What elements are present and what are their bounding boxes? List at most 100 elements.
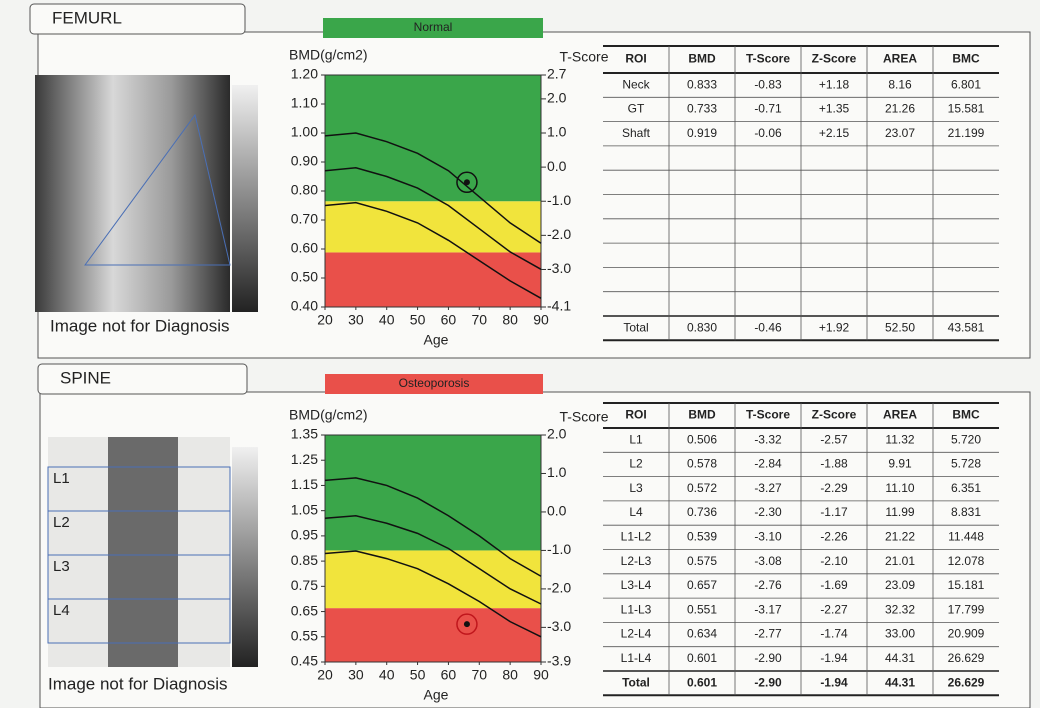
table-cell: L1	[629, 432, 643, 446]
y-tick-label: 0.60	[291, 240, 318, 256]
table-cell: -1.74	[820, 627, 848, 641]
table-cell: -0.06	[754, 126, 782, 140]
x-axis-label: Age	[424, 332, 449, 348]
y-tick-label: 1.25	[291, 451, 318, 467]
table-header: BMD	[688, 52, 716, 66]
table-header: AREA	[883, 408, 917, 422]
band	[325, 201, 541, 253]
patient-circle	[456, 613, 478, 635]
y2-tick-label: 1.0	[547, 464, 567, 480]
reference-curve	[324, 477, 542, 577]
table-cell: 32.32	[885, 602, 915, 616]
table-total-cell: 0.601	[687, 675, 717, 689]
band	[325, 550, 541, 609]
x-tick-label: 30	[348, 667, 364, 683]
table-cell: L1-L3	[621, 602, 652, 616]
patient-circle	[456, 171, 478, 194]
table-cell: 6.351	[951, 481, 981, 495]
table-cell: 33.00	[885, 627, 915, 641]
patient-point	[463, 621, 470, 628]
y2-tick-label: 2.7	[547, 66, 567, 82]
table-cell: 6.801	[951, 77, 981, 91]
y2-tick-label: 2.0	[547, 426, 567, 442]
table-cell: 21.22	[885, 530, 915, 544]
reference-curve	[324, 550, 542, 638]
table-cell: -2.26	[820, 530, 848, 544]
table-cell: 23.09	[885, 578, 915, 592]
table-cell: -3.17	[754, 602, 782, 616]
x-tick-label: 70	[471, 667, 487, 683]
table-cell: -1.17	[820, 505, 848, 519]
x-tick-label: 60	[441, 667, 457, 683]
vertebra-label: L4	[53, 602, 70, 619]
table-cell: L2-L3	[621, 554, 652, 568]
table-cell: -2.77	[754, 627, 782, 641]
y-tick-label: 0.50	[291, 269, 318, 285]
y-tick-label: 1.20	[291, 66, 318, 82]
table-header: BMD	[688, 408, 716, 422]
y2-tick-label: 2.0	[547, 90, 567, 106]
table-cell: 21.26	[885, 102, 915, 116]
table-cell: 0.733	[687, 102, 717, 116]
table-cell: -1.88	[820, 457, 848, 471]
reference-curve	[324, 167, 542, 270]
table-header: T-Score	[746, 52, 790, 66]
table-cell: 0.601	[687, 651, 717, 665]
table-cell: -2.90	[754, 651, 782, 665]
y-tick-label: 1.10	[291, 95, 318, 111]
table-cell: -3.32	[754, 432, 782, 446]
table-cell: +2.15	[819, 126, 850, 140]
vertebra-label: L2	[53, 514, 70, 531]
y-tick-label: 0.85	[291, 552, 318, 568]
table-cell: -3.10	[754, 530, 782, 544]
x-tick-label: 40	[379, 312, 395, 328]
table-cell: -1.94	[820, 651, 848, 665]
table-cell: L4	[629, 505, 643, 519]
status-label: Osteoporosis	[399, 376, 470, 390]
table-cell: +1.18	[819, 77, 850, 91]
table-cell: 0.736	[687, 505, 717, 519]
table-cell: Shaft	[622, 126, 651, 140]
x-tick-label: 90	[533, 667, 549, 683]
y2-tick-label: -2.0	[547, 226, 571, 242]
vertebra-label: L1	[53, 470, 70, 487]
table-cell: 11.448	[948, 530, 984, 544]
table-cell: 8.16	[888, 77, 912, 91]
y2-tick-label: -3.9	[547, 653, 571, 669]
table-cell: L3-L4	[621, 578, 652, 592]
plot-frame	[324, 434, 542, 663]
table-cell: 0.657	[687, 578, 717, 592]
table-total-cell: 26.629	[948, 675, 985, 689]
x-tick-label: 70	[471, 312, 487, 328]
y2-tick-label: -1.0	[547, 541, 571, 557]
table-header: AREA	[883, 52, 917, 66]
x-tick-label: 20	[317, 667, 333, 683]
table-cell: -2.84	[754, 457, 782, 471]
y2-tick-label: 0.0	[547, 503, 567, 519]
table-total-cell: -0.46	[754, 320, 782, 334]
scan-image	[35, 75, 230, 312]
table-header: ROI	[625, 408, 646, 422]
y2-tick-label: -1.0	[547, 192, 571, 208]
x-tick-label: 20	[317, 312, 333, 328]
table-total-cell: 52.50	[885, 320, 915, 334]
table-cell: 11.32	[885, 432, 914, 446]
table-total-cell: 0.830	[687, 320, 717, 334]
table-cell: +1.35	[819, 102, 850, 116]
table-header: BMC	[952, 52, 980, 66]
table-cell: 20.909	[948, 627, 985, 641]
y2-axis-label: T-Score	[559, 49, 608, 65]
y-tick-label: 0.90	[291, 153, 318, 169]
table-cell: Neck	[622, 77, 650, 91]
y-tick-label: 0.70	[291, 211, 318, 227]
y-tick-label: 0.80	[291, 182, 318, 198]
table-cell: 0.575	[687, 554, 717, 568]
table-cell: 26.629	[948, 651, 985, 665]
x-tick-label: 80	[502, 667, 518, 683]
table-total-cell: -2.90	[754, 675, 782, 689]
x-tick-label: 40	[379, 667, 395, 683]
table-cell: 0.634	[687, 627, 717, 641]
y-axis-label: BMD(g/cm2)	[289, 47, 368, 63]
